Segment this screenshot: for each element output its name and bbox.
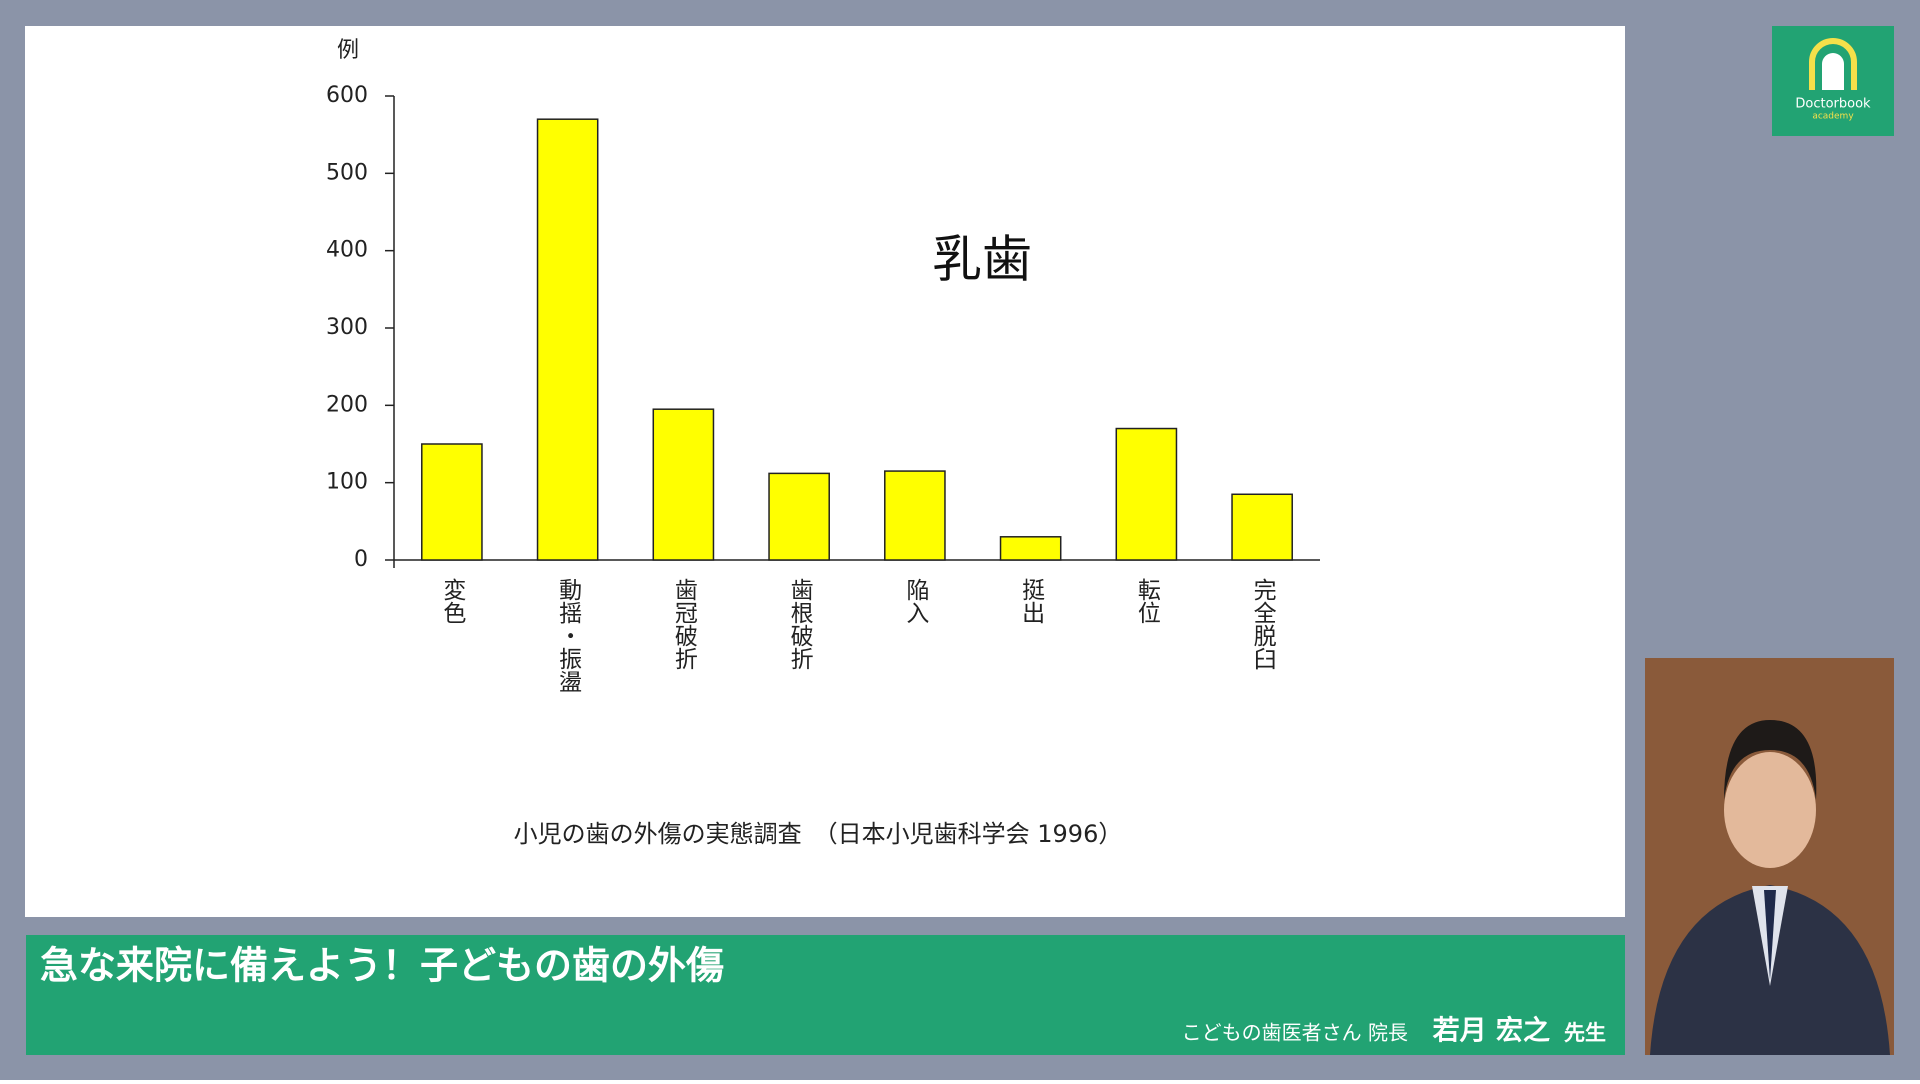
presenter-hair bbox=[1724, 720, 1817, 800]
affiliation: こどもの歯医者さん 院長 bbox=[1182, 1021, 1408, 1045]
presenter-tie bbox=[1764, 890, 1776, 980]
y-tick-label: 300 bbox=[326, 315, 368, 340]
y-axis-label: 例 bbox=[337, 38, 359, 63]
x-tick-label: 完全脱臼 bbox=[1249, 578, 1277, 670]
slide bbox=[25, 26, 1625, 917]
logo-icon bbox=[1809, 38, 1857, 90]
bar bbox=[884, 470, 946, 561]
x-tick-label: 転位 bbox=[1133, 578, 1161, 624]
logo-name: Doctorbook bbox=[1795, 97, 1871, 112]
y-tick-label: 200 bbox=[326, 392, 368, 417]
banner-title: 急な来院に備えよう！子どもの歯の外傷 bbox=[40, 944, 724, 988]
chart: 0 100 200 300 400 500 600 変色 動揺・振盪 歯冠破折 歯根破折 陥入 挺出 転位… bbox=[326, 83, 1320, 693]
honorific: 先生 bbox=[1564, 1021, 1606, 1045]
x-tick-label: 歯冠破折 bbox=[670, 578, 698, 670]
bar bbox=[652, 408, 715, 561]
logo-icon bbox=[1822, 53, 1844, 90]
bar bbox=[999, 536, 1062, 561]
y-tick-label: 600 bbox=[326, 83, 368, 108]
x-tick-label: 変色 bbox=[439, 578, 467, 624]
y-tick-label: 400 bbox=[326, 238, 368, 263]
bar bbox=[536, 118, 599, 561]
presenter-face bbox=[1724, 752, 1816, 868]
logo-sub: academy bbox=[1812, 112, 1854, 122]
chart-source: 小児の歯の外傷の実態調査 （日本小児歯科学会 1996） bbox=[514, 820, 1123, 848]
x-tick-label: 歯根破折 bbox=[786, 578, 814, 670]
bar bbox=[768, 472, 830, 561]
y-tick-label: 500 bbox=[326, 160, 368, 185]
x-tick-label: 動揺・振盪 bbox=[555, 578, 583, 693]
chart-annotation: 乳歯 bbox=[932, 231, 1032, 289]
bar bbox=[1231, 493, 1293, 561]
bar bbox=[421, 443, 483, 561]
y-tick-label: 0 bbox=[354, 547, 368, 572]
presenter-name: 若月 宏之 bbox=[1433, 1015, 1550, 1047]
bar bbox=[1115, 427, 1178, 561]
banner bbox=[26, 935, 1625, 1055]
y-tick-label: 100 bbox=[326, 470, 368, 495]
x-tick-label: 陥入 bbox=[902, 578, 930, 624]
x-tick-label: 挺出 bbox=[1018, 578, 1046, 624]
